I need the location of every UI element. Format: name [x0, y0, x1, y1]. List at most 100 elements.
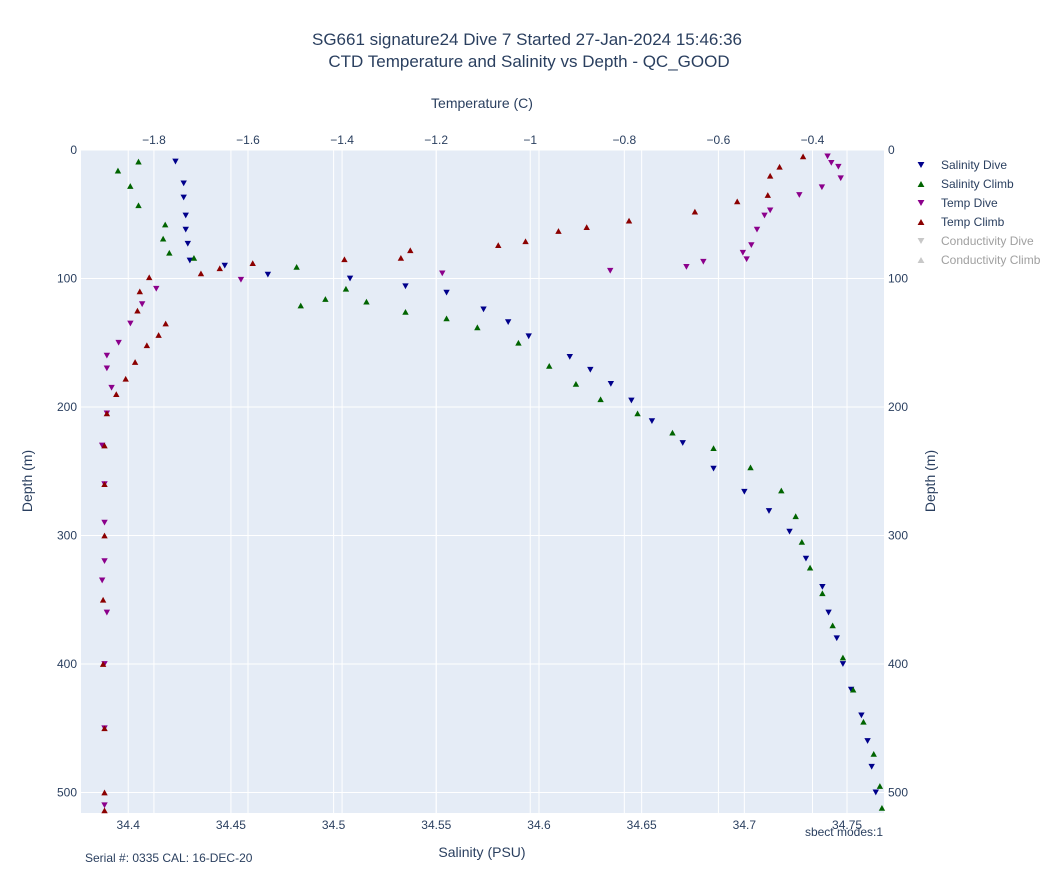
temp-dive-point: [127, 320, 134, 327]
salinity-climb-point: [572, 380, 580, 387]
temp-climb-point: [101, 532, 108, 539]
legend-item-salinity-climb[interactable]: Salinity Climb: [917, 177, 1014, 191]
y-left-tick-label: 300: [57, 528, 77, 542]
x-bottom-tick-label: 34.45: [216, 818, 246, 832]
chart-subtitle: CTD Temperature and Salinity vs Depth - …: [328, 52, 729, 71]
temp-climb-point: [146, 274, 153, 281]
x-top-tick-label: −1.8: [142, 133, 166, 147]
salinity-dive-point: [825, 609, 832, 616]
salinity-dive-point: [802, 555, 810, 562]
temp-dive-point: [237, 276, 245, 283]
axis-ticks: 34.4 34.45 34.5 34.55 34.6 34.65 34.7 34.75 −1.8…: [57, 133, 908, 832]
x-bottom-tick-label: 34.55: [421, 818, 451, 832]
salinity-climb-point: [443, 315, 450, 322]
salinity-dive-point: [566, 353, 573, 360]
y-right-tick-label: 400: [888, 657, 908, 671]
salinity-dive-point: [525, 333, 532, 340]
salinity-dive-point: [180, 180, 187, 187]
salinity-dive-point: [648, 418, 656, 424]
salinity-climb-point: [829, 622, 836, 629]
x-top-tick-label: −0.8: [612, 133, 636, 147]
temp-climb-point: [734, 198, 741, 205]
salinity-dive-point: [765, 508, 773, 514]
temp-dive-point: [153, 285, 160, 292]
temp-dive-point: [766, 207, 774, 214]
y-axis-right-title: Depth (m): [922, 450, 938, 512]
data-points: [98, 153, 886, 814]
temp-climb-point: [101, 481, 108, 487]
legend-item-temp-climb[interactable]: Temp Climb: [917, 215, 1005, 229]
legend-label-conductivity-climb: Conductivity Climb: [941, 253, 1041, 267]
salinity-climb-point: [860, 718, 867, 725]
temp-dive-point: [761, 212, 768, 219]
salinity-climb-point: [162, 221, 169, 228]
x-bottom-tick-label: 34.6: [527, 818, 551, 832]
temp-dive-point: [743, 256, 750, 263]
salinity-climb-point: [798, 539, 806, 545]
temp-climb-point: [776, 163, 783, 170]
salinity-climb-point: [876, 783, 884, 789]
temp-climb-point: [101, 807, 108, 814]
temp-dive-point: [748, 242, 755, 248]
legend-label-salinity-climb: Salinity Climb: [941, 177, 1014, 191]
temp-climb-point: [341, 256, 348, 263]
salinity-climb-point: [402, 309, 409, 315]
temp-dive-point: [818, 184, 826, 191]
salinity-dive-point: [710, 465, 717, 472]
salinity-climb-point: [322, 296, 329, 302]
salinity-climb-point: [839, 654, 847, 661]
x-bottom-tick-label: 34.5: [322, 818, 346, 832]
temp-dive-point: [796, 192, 803, 198]
salinity-climb-point: [159, 235, 167, 242]
temp-dive-point: [103, 352, 111, 359]
salinity-climb-point: [778, 487, 785, 494]
salinity-dive-point: [221, 262, 228, 269]
temp-climb-point: [103, 410, 111, 417]
salinity-climb-point: [474, 324, 481, 331]
salinity-climb-point: [878, 804, 886, 811]
salinity-dive-point: [819, 583, 826, 590]
temp-dive-point: [108, 384, 115, 391]
salinity-climb-point: [634, 410, 641, 417]
temp-dive-point: [753, 226, 761, 233]
salinity-dive-point: [180, 194, 187, 201]
salinity-climb-point: [363, 298, 370, 305]
legend-label-conductivity-dive: Conductivity Dive: [941, 234, 1034, 248]
salinity-dive-point: [186, 257, 194, 264]
salinity-climb-point: [135, 158, 142, 165]
chart-title: SG661 signature24 Dive 7 Started 27-Jan-…: [312, 30, 742, 49]
temp-climb-point: [101, 789, 108, 796]
y-right-tick-label: 0: [888, 143, 895, 157]
temp-dive-point: [103, 609, 111, 616]
temp-dive-point: [98, 577, 106, 584]
legend-item-temp-dive[interactable]: Temp Dive: [917, 196, 998, 210]
temp-climb-point: [495, 242, 502, 248]
x-top-tick-label: −0.4: [801, 133, 825, 147]
legend-item-salinity-dive[interactable]: Salinity Dive: [917, 158, 1008, 172]
temp-dive-point: [828, 159, 835, 166]
salinity-dive-point: [741, 488, 748, 495]
salinity-climb-point: [849, 686, 857, 693]
temp-climb-point: [249, 260, 256, 266]
y-right-tick-label: 100: [888, 271, 908, 285]
temp-climb-point: [99, 596, 107, 603]
salinity-dive-point: [172, 158, 179, 165]
x-top-tick-label: −1.2: [424, 133, 448, 147]
x-top-tick-label: −1.4: [330, 133, 354, 147]
temp-dive-point: [824, 153, 831, 160]
temp-dive-point: [101, 802, 108, 809]
salinity-climb-point: [546, 362, 553, 369]
temp-dive-point: [103, 365, 111, 372]
salinity-climb-point: [135, 202, 142, 209]
legend-item-conductivity-climb[interactable]: Conductivity Climb: [917, 253, 1041, 267]
salinity-climb-point: [597, 396, 604, 403]
salinity-climb-point: [515, 339, 522, 346]
legend-marker-temp-climb: [917, 218, 925, 226]
legend[interactable]: Salinity Dive Salinity Climb Temp Dive Temp…: [917, 158, 1041, 267]
legend-marker-salinity-climb: [917, 180, 925, 188]
salinity-dive-point: [679, 440, 686, 446]
temp-climb-point: [101, 442, 108, 449]
salinity-dive-point: [628, 397, 635, 404]
legend-item-conductivity-dive[interactable]: Conductivity Dive: [917, 234, 1034, 248]
temp-climb-point: [113, 391, 120, 398]
